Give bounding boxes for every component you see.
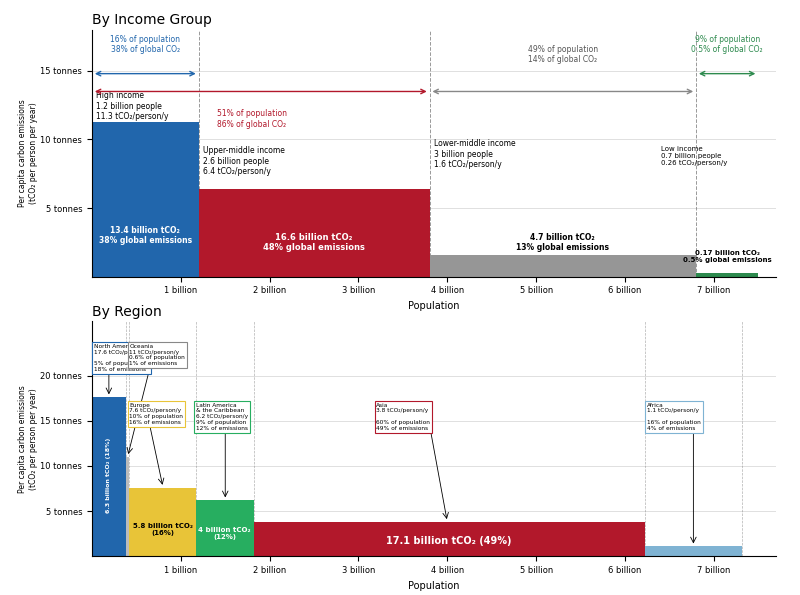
Bar [126,457,130,556]
Text: 9% of population
0.5% of global CO₂: 9% of population 0.5% of global CO₂ [691,35,763,54]
Text: Asia
3.8 tCO₂/person/y

60% of population
49% of emissions: Asia 3.8 tCO₂/person/y 60% of population… [376,403,430,431]
Text: 16% of population
38% of global CO₂: 16% of population 38% of global CO₂ [110,35,180,54]
Text: Oceania
11 tCO₂/person/y
0.6% of population
1% of emissions: Oceania 11 tCO₂/person/y 0.6% of populat… [130,344,185,367]
X-axis label: Population: Population [408,581,460,591]
Text: Latin America
& the Caribbean
6.2 tCO₂/person/y
9% of population
12% of emission: Latin America & the Caribbean 6.2 tCO₂/p… [196,403,248,431]
Text: 49% of population
14% of global CO₂: 49% of population 14% of global CO₂ [528,45,598,64]
Text: High income
1.2 billion people
11.3 tCO₂/person/y: High income 1.2 billion people 11.3 tCO₂… [97,92,169,121]
X-axis label: Population: Population [408,301,460,311]
Bar [92,397,126,556]
Bar [696,273,758,277]
Bar [130,488,196,556]
Text: 0.17 billion tCO₂
0.5% global emissions: 0.17 billion tCO₂ 0.5% global emissions [682,249,771,262]
Text: 4 billion tCO₂
(12%): 4 billion tCO₂ (12%) [198,527,251,540]
Text: North America
17.6 tCO₂/person/y

5% of population
18% of emissions: North America 17.6 tCO₂/person/y 5% of p… [94,344,150,372]
Text: By Income Group: By Income Group [92,13,212,27]
Text: Upper-middle income
2.6 billion people
6.4 tCO₂/person/y: Upper-middle income 2.6 billion people 6… [203,146,285,176]
Text: 16.6 billion tCO₂
48% global emissions: 16.6 billion tCO₂ 48% global emissions [263,233,365,252]
Bar [430,255,696,277]
Text: 51% of population
86% of global CO₂: 51% of population 86% of global CO₂ [217,109,287,129]
Text: By Region: By Region [92,305,162,319]
Text: 5.8 billion tCO₂
(16%): 5.8 billion tCO₂ (16%) [133,522,193,536]
Text: 13.4 billion tCO₂
38% global emissions: 13.4 billion tCO₂ 38% global emissions [98,226,192,245]
Bar [645,546,742,556]
Text: 4.7 billion tCO₂
13% global emissions: 4.7 billion tCO₂ 13% global emissions [516,233,610,252]
Text: 6.3 billion tCO₂ (18%): 6.3 billion tCO₂ (18%) [106,437,111,513]
Bar [198,189,430,277]
Y-axis label: Per capita carbon emissions
(tCO₂ per person per year): Per capita carbon emissions (tCO₂ per pe… [18,385,38,493]
Text: Africa
1.1 tCO₂/person/y

16% of population
4% of emissions: Africa 1.1 tCO₂/person/y 16% of populati… [647,403,701,431]
Bar [254,522,645,556]
Y-axis label: Per capita carbon emissions
(tCO₂ per person per year): Per capita carbon emissions (tCO₂ per pe… [18,99,38,207]
Text: Europe
7.6 tCO₂/person/y
10% of population
16% of emissions: Europe 7.6 tCO₂/person/y 10% of populati… [130,403,183,425]
Bar [92,121,198,277]
Text: 17.1 billion tCO₂ (49%): 17.1 billion tCO₂ (49%) [386,536,512,546]
Text: Lower-middle income
3 billion people
1.6 tCO₂/person/y: Lower-middle income 3 billion people 1.6… [434,139,516,170]
Bar [196,500,254,556]
Text: Low income
0.7 billion people
0.26 tCO₂/person/y: Low income 0.7 billion people 0.26 tCO₂/… [661,146,727,167]
